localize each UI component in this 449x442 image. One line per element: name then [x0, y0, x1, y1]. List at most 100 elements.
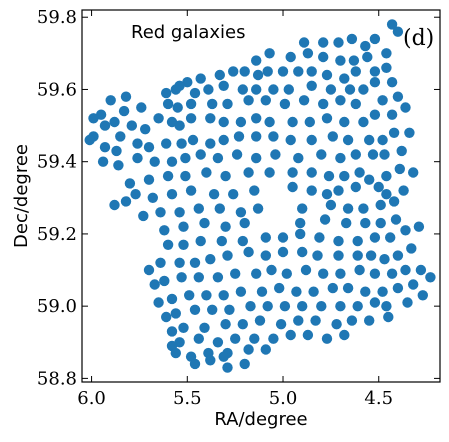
data-point [185, 98, 197, 110]
data-point [381, 189, 392, 200]
data-point [143, 142, 155, 153]
data-point [298, 95, 310, 106]
data-point [285, 51, 296, 63]
data-point [212, 337, 224, 348]
data-point [84, 134, 95, 146]
data-point [205, 113, 216, 124]
data-point [207, 98, 218, 110]
data-point [404, 127, 415, 138]
data-point [262, 66, 273, 77]
data-point [97, 156, 109, 167]
data-point [161, 138, 172, 149]
data-point [339, 329, 350, 341]
data-point [174, 207, 185, 218]
data-point [362, 51, 373, 63]
data-point [342, 282, 354, 294]
x-tick-label: 5.0 [269, 388, 298, 409]
data-point [99, 142, 111, 153]
y-tick-label: 59.8 [37, 7, 77, 28]
x-tick-label: 4.5 [364, 388, 393, 409]
plot-frame [81, 9, 441, 383]
data-point [149, 279, 160, 290]
points-layer [84, 19, 436, 373]
data-point [111, 145, 122, 157]
data-point [304, 116, 315, 128]
data-point [251, 268, 262, 279]
data-point [212, 272, 224, 283]
data-point [339, 116, 350, 128]
data-point [333, 250, 344, 261]
data-point [178, 221, 189, 232]
data-point [124, 178, 136, 189]
data-point [377, 286, 388, 297]
data-point [162, 170, 174, 182]
data-point [228, 66, 239, 77]
x-ticks: 6.0 5.5 5.0 4.5 [77, 10, 393, 409]
data-point [346, 33, 358, 45]
data-point [195, 149, 206, 160]
data-point [166, 293, 178, 305]
data-point [99, 120, 111, 131]
data-point [235, 116, 247, 128]
data-point [358, 84, 369, 95]
data-point [208, 189, 220, 200]
data-point [113, 160, 124, 171]
data-point [298, 37, 310, 48]
data-point [251, 113, 262, 124]
data-point [109, 199, 120, 211]
annotation-label: Red galaxies [131, 22, 246, 43]
data-point [260, 95, 271, 106]
data-point [249, 333, 260, 344]
data-point [220, 221, 231, 232]
data-point [364, 315, 375, 326]
data-point [153, 113, 164, 124]
data-point [275, 319, 287, 330]
data-point [342, 134, 354, 146]
data-point [172, 102, 183, 113]
y-ticks: 58.8 59.0 59.2 59.4 59.6 59.8 [37, 7, 440, 389]
data-point [220, 319, 231, 330]
data-point [364, 174, 375, 185]
data-point [350, 181, 361, 193]
data-point [287, 181, 298, 193]
y-tick-label: 59.4 [37, 152, 77, 173]
x-axis-title: RA/degree [214, 409, 307, 430]
data-point [297, 246, 308, 258]
data-point [189, 304, 201, 315]
data-point [161, 87, 172, 99]
data-point [147, 192, 158, 203]
data-point [364, 134, 375, 146]
data-point [178, 322, 189, 333]
data-point [260, 232, 271, 243]
data-point [400, 264, 411, 276]
data-point [300, 264, 312, 276]
data-point [381, 62, 392, 73]
data-point [398, 185, 409, 196]
data-point [239, 66, 250, 77]
y-tick-label: 59.2 [37, 224, 77, 245]
data-point [375, 217, 386, 229]
data-point [369, 33, 381, 45]
data-point [268, 84, 279, 95]
data-point [400, 225, 411, 236]
data-point [413, 221, 425, 232]
data-point [222, 250, 233, 261]
data-point [388, 127, 400, 138]
data-point [350, 66, 361, 77]
data-point [392, 26, 404, 37]
data-point [327, 282, 338, 294]
data-point [205, 138, 216, 149]
data-point [295, 217, 306, 229]
data-point [381, 170, 392, 182]
data-point [321, 189, 333, 200]
data-point [264, 116, 275, 128]
data-point [386, 109, 398, 120]
data-point [306, 167, 317, 178]
x-tick-label: 5.5 [173, 388, 202, 409]
data-point [291, 286, 302, 297]
data-point [342, 203, 354, 214]
data-point [205, 254, 216, 265]
data-point [302, 329, 314, 341]
data-point [120, 196, 132, 207]
data-point [149, 156, 160, 167]
